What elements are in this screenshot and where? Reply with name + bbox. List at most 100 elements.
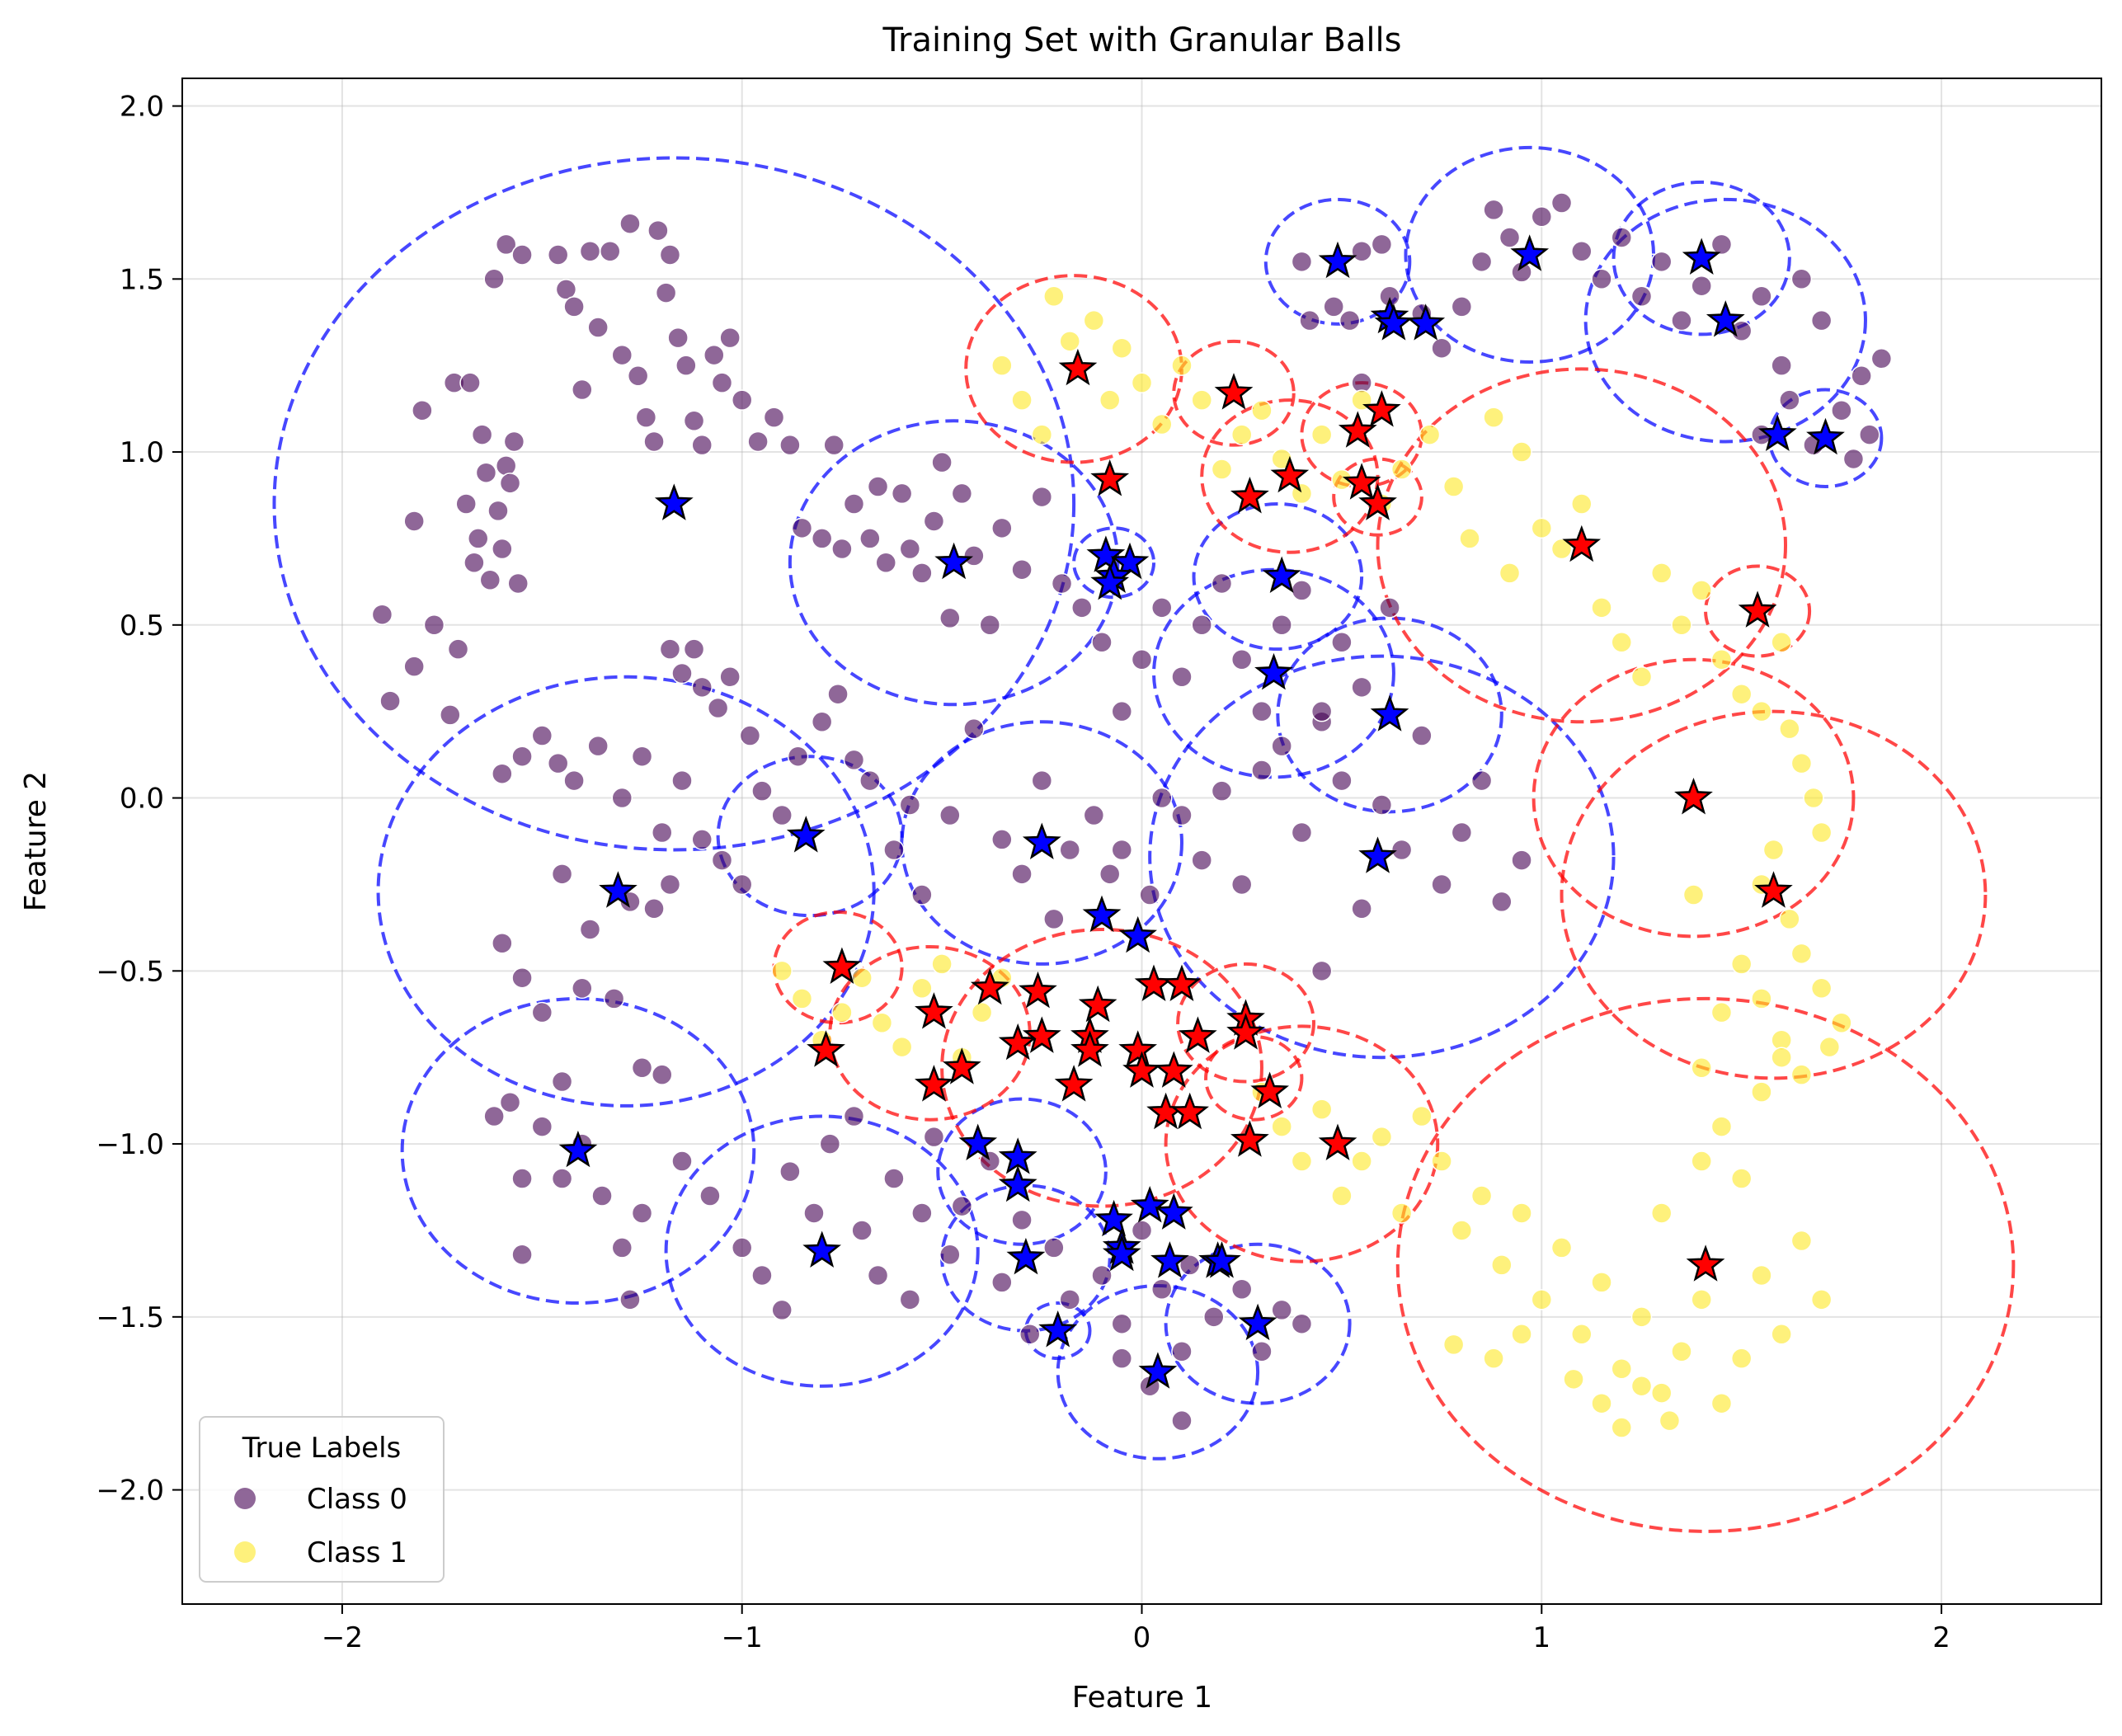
class-0-point xyxy=(551,1168,573,1189)
class-0-point xyxy=(471,424,493,445)
class-0-point xyxy=(951,1195,973,1217)
ball-center-star-1 xyxy=(1054,1065,1094,1102)
class-1-point xyxy=(1271,1116,1292,1137)
class-0-point xyxy=(1131,1220,1153,1241)
ball-center-star-1 xyxy=(1154,1051,1193,1088)
class-0-point xyxy=(531,1001,553,1023)
ball-center-star-0 xyxy=(958,1123,998,1160)
ball-center-star-0 xyxy=(786,816,826,853)
granular-ball-0 xyxy=(900,720,1183,966)
class-0-point xyxy=(492,538,513,560)
legend-title: True Labels xyxy=(242,1432,401,1465)
class-1-point xyxy=(1310,1099,1333,1120)
class-1-point xyxy=(1550,538,1573,560)
ball-center-star-1 xyxy=(1674,778,1713,815)
ball-center-star-1 xyxy=(1178,1016,1217,1053)
ball-center-star-0 xyxy=(1406,303,1446,341)
class-0-point xyxy=(463,552,485,574)
class-0-point xyxy=(875,552,896,574)
ball-center-star-1 xyxy=(1686,1244,1725,1282)
ball-center-star-1 xyxy=(1162,964,1202,1001)
class-0-point xyxy=(823,434,845,456)
class-0-point xyxy=(1179,1254,1201,1276)
granular-ball-1 xyxy=(1560,709,1988,1080)
ball-center-star-0 xyxy=(1102,1234,1141,1272)
ball-center-star-0 xyxy=(1370,694,1409,732)
class-0-point xyxy=(587,735,609,757)
legend-marker-class-1 xyxy=(234,1541,256,1563)
class-0-point xyxy=(1831,399,1852,421)
legend-box xyxy=(199,1416,445,1583)
class-0-point xyxy=(1842,448,1865,470)
class-1-point xyxy=(1031,424,1053,445)
class-0-point xyxy=(951,482,973,505)
class-1-point xyxy=(1390,1202,1413,1224)
class-1-point xyxy=(1691,1289,1712,1310)
class-0-point xyxy=(891,482,913,505)
class-0-point xyxy=(1271,1299,1292,1321)
class-0-point xyxy=(603,988,625,1009)
class-0-point xyxy=(652,821,673,844)
class-1-point xyxy=(1563,1368,1584,1390)
class-0-point xyxy=(1131,649,1153,670)
class-0-point xyxy=(1291,580,1313,601)
class-1-point xyxy=(1431,1150,1452,1172)
class-0-point xyxy=(691,676,713,699)
class-0-point xyxy=(1491,891,1513,913)
class-0-point xyxy=(1011,1209,1033,1231)
class-0-point xyxy=(811,528,833,549)
x-tick-label: 0 xyxy=(1133,1621,1151,1654)
class-0-point xyxy=(671,1150,693,1172)
ball-center-star-1 xyxy=(1170,1092,1209,1130)
class-1-point xyxy=(1371,1126,1393,1148)
class-0-point xyxy=(939,804,961,826)
chart-title: Training Set with Granular Balls xyxy=(882,21,1402,59)
class-0-point xyxy=(611,344,633,366)
class-0-point xyxy=(1071,597,1093,619)
granular-ball-0 xyxy=(1263,197,1412,326)
class-0-point xyxy=(547,752,569,774)
class-1-point xyxy=(1611,1417,1632,1438)
class-1-point xyxy=(1191,389,1212,411)
class-0-point xyxy=(440,704,461,726)
class-0-point xyxy=(647,219,669,242)
granular-ball-0 xyxy=(400,996,756,1306)
ball-center-star-0 xyxy=(599,871,638,908)
legend: True Labels Class 0 Class 1 xyxy=(199,1416,445,1583)
class-0-point xyxy=(939,1244,961,1266)
class-1-point xyxy=(1059,331,1080,352)
class-0-point xyxy=(771,804,793,826)
class-0-point xyxy=(659,638,681,660)
class-0-point xyxy=(599,241,621,262)
class-0-point xyxy=(1859,424,1880,445)
class-0-point xyxy=(1779,389,1800,411)
ball-center-star-0 xyxy=(934,542,974,580)
legend-label-class-0: Class 0 xyxy=(307,1483,407,1516)
ball-center-star-0 xyxy=(1138,1352,1178,1389)
class-0-point xyxy=(1031,769,1053,792)
class-1-point xyxy=(1751,1264,1772,1287)
class-0-point xyxy=(1411,725,1433,746)
ball-center-star-0 xyxy=(558,1130,598,1168)
class-1-point xyxy=(1810,821,1833,844)
class-0-point xyxy=(1171,804,1193,826)
ball-center-star-1 xyxy=(1214,373,1254,410)
class-1-point xyxy=(1111,337,1133,359)
class-1-point xyxy=(1331,1185,1353,1207)
class-0-point xyxy=(1230,649,1253,670)
class-1-point xyxy=(1779,908,1800,930)
granular-ball-1 xyxy=(1164,1024,1440,1263)
ball-center-star-0 xyxy=(1254,652,1293,690)
granular-ball-0 xyxy=(1152,567,1395,779)
class-0-point xyxy=(939,607,961,629)
class-0-point xyxy=(591,1185,613,1207)
class-0-point xyxy=(1299,309,1320,332)
class-1-point xyxy=(791,988,813,1009)
class-1-point xyxy=(1390,459,1413,480)
class-0-point xyxy=(1171,666,1193,688)
class-0-point xyxy=(867,476,889,497)
class-0-point xyxy=(555,279,577,300)
class-1-point xyxy=(1083,309,1105,332)
class-0-point xyxy=(643,898,665,920)
ball-center-star-0 xyxy=(1318,241,1357,279)
